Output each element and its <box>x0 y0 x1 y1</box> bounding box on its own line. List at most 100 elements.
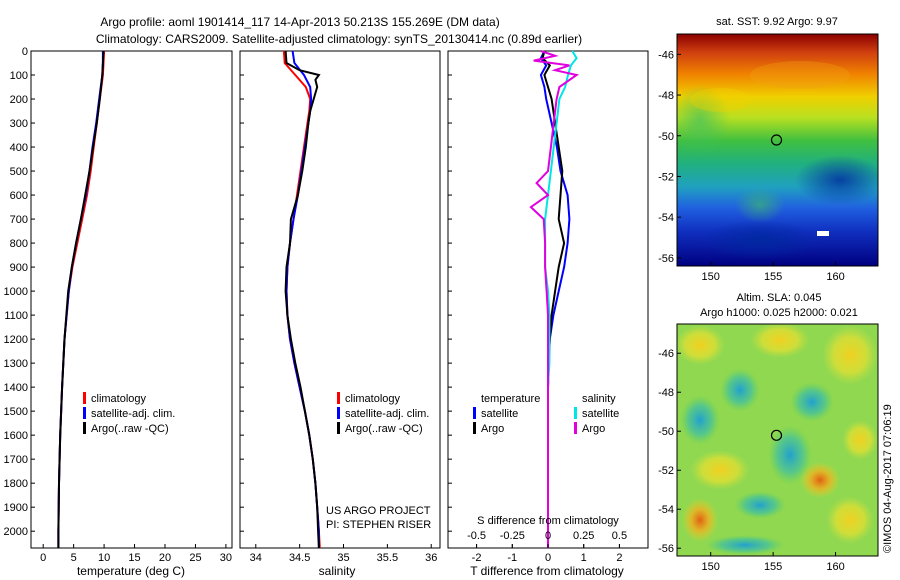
x-tick-label: 35 <box>337 552 349 564</box>
salinity-lines <box>282 50 321 549</box>
map-y-tick-label: -56 <box>658 543 674 555</box>
legend-swatch-sal-satellite <box>574 407 577 419</box>
depth-tick-label: 500 <box>10 166 28 178</box>
salinity-legend: climatology satellite-adj. clim. Argo(..… <box>337 392 429 435</box>
depth-tick-label: 200 <box>10 94 28 106</box>
map-x-tick-label: 155 <box>764 271 782 283</box>
x-tick-label: 2 <box>616 552 622 564</box>
series-line-argo-raw-qc- <box>57 50 105 548</box>
x-tick-label: 0.5 <box>612 530 627 542</box>
map-x-tick-label: 160 <box>826 561 844 573</box>
x-tick-label: 25 <box>189 552 201 564</box>
depth-tick-label: 1900 <box>4 502 28 514</box>
x-tick-label: -1 <box>507 552 517 564</box>
map-y-tick-label: -52 <box>658 465 674 477</box>
sla-map-title: Altim. SLA: 0.045 <box>737 292 822 304</box>
depth-tick-label: 1200 <box>4 334 28 346</box>
depth-tick-label: 1600 <box>4 430 28 442</box>
argo-position-marker <box>770 429 783 441</box>
sla-map-subtitle: Argo h1000: 0.025 h2000: 0.021 <box>700 307 858 319</box>
legend-header-salinity: salinity <box>582 393 616 405</box>
depth-tick-label: 600 <box>10 190 28 202</box>
depth-axis: 0 100 200 300 400 500 600 700 800 900 1000 1100 1200… <box>4 46 452 538</box>
map-y-tick-label: -48 <box>658 90 674 102</box>
temperature-x-axis: 0 5 10 15 20 25 30 <box>40 544 232 564</box>
legend-swatch-argo <box>83 422 86 434</box>
legend-label-climatology: climatology <box>345 393 401 405</box>
depth-tick-label: 800 <box>10 238 28 250</box>
salinity-panel-frame <box>239 50 441 549</box>
legend-label-argo: Argo(..raw -QC) <box>91 423 169 435</box>
x-tick-label: 34.5 <box>289 552 310 564</box>
map-x-tick-label: 155 <box>764 561 782 573</box>
temperature-lines <box>57 50 106 548</box>
x-tick-label: 1 <box>581 552 587 564</box>
legend-label-temp-satellite: satellite <box>481 408 518 420</box>
temperature-panel-frame <box>30 50 233 549</box>
x-tick-label: 10 <box>98 552 110 564</box>
pi-annotation: PI: STEPHEN RISER <box>326 519 431 531</box>
series-line-salinity-argo <box>529 50 580 548</box>
legend-label-climatology: climatology <box>91 393 147 405</box>
salinity-x-label: salinity <box>319 564 356 578</box>
depth-tick-label: 1700 <box>4 454 28 466</box>
legend-header-temperature: temperature <box>481 393 540 405</box>
x-tick-label: 0 <box>545 552 551 564</box>
map-x-tick-label: 160 <box>826 271 844 283</box>
x-tick-label: 0.25 <box>573 530 594 542</box>
x-tick-label: -2 <box>472 552 482 564</box>
temperature-x-label: temperature (deg C) <box>77 564 185 578</box>
depth-tick-label: 700 <box>10 214 28 226</box>
map-y-tick-label: -56 <box>658 253 674 265</box>
difference-legend: temperature salinity satellite Argo sate… <box>473 393 619 435</box>
map-y-tick-label: -54 <box>658 504 674 516</box>
series-line-salinity-satellite <box>544 50 578 548</box>
legend-label-sal-argo: Argo <box>582 423 605 435</box>
project-annotation: US ARGO PROJECT <box>326 505 431 517</box>
difference-x-label: T difference from climatology <box>470 564 624 578</box>
x-tick-label: -0.25 <box>500 530 525 542</box>
x-tick-label: 20 <box>159 552 171 564</box>
legend-label-argo: Argo(..raw -QC) <box>345 423 423 435</box>
sst-map-title: sat. SST: 9.92 Argo: 9.97 <box>716 16 838 28</box>
legend-label-temp-argo: Argo <box>481 423 504 435</box>
depth-tick-label: 1100 <box>4 310 28 322</box>
legend-label-satellite: satellite-adj. clim. <box>345 408 429 420</box>
x-tick-label: 0 <box>545 530 551 542</box>
sla-map-axes: 150 155 160 -46 -48 -50 -52 -54 -56 <box>658 348 845 573</box>
sla-map-frame <box>676 323 879 557</box>
temperature-legend: climatology satellite-adj. clim. Argo(..… <box>83 392 175 435</box>
legend-swatch-climatology <box>337 392 340 404</box>
header-title: Argo profile: aoml 1901414_117 14-Apr-20… <box>100 15 499 29</box>
depth-tick-label: 1400 <box>4 382 28 394</box>
salinity-x-axis: 34 34.5 35 35.5 36 <box>250 544 437 564</box>
sst-map-image <box>677 34 878 266</box>
header-subtitle: Climatology: CARS2009. Satellite-adjuste… <box>96 32 582 46</box>
legend-label-sal-satellite: satellite <box>582 408 619 420</box>
legend-swatch-satellite <box>337 407 340 419</box>
depth-tick-label: 1300 <box>4 358 28 370</box>
legend-swatch-argo <box>337 422 340 434</box>
copyright-note: ©IMOS 04-Aug-2017 07:06:19 <box>882 404 894 553</box>
sla-map-image <box>677 324 878 556</box>
series-line-argo-raw-qc- <box>284 50 321 549</box>
legend-label-satellite: satellite-adj. clim. <box>91 408 175 420</box>
map-y-tick-label: -46 <box>658 348 674 360</box>
x-tick-label: 5 <box>71 552 77 564</box>
depth-tick-label: 100 <box>10 70 28 82</box>
depth-tick-label: 900 <box>10 262 28 274</box>
depth-tick-label: 0 <box>22 46 28 58</box>
legend-swatch-temp-argo <box>473 422 476 434</box>
legend-swatch-climatology <box>83 392 86 404</box>
x-tick-label: 30 <box>220 552 232 564</box>
legend-swatch-temp-satellite <box>473 407 476 419</box>
x-tick-label: 15 <box>128 552 140 564</box>
sst-map-axes: 150 155 160 -46 -48 -50 -52 -54 -56 <box>658 49 845 283</box>
argo-position-marker <box>770 134 783 146</box>
depth-tick-label: 2000 <box>4 526 28 538</box>
legend-swatch-sal-argo <box>574 422 577 434</box>
depth-tick-label: 400 <box>10 142 28 154</box>
sst-map-frame <box>676 33 879 267</box>
difference-lines <box>529 50 580 548</box>
